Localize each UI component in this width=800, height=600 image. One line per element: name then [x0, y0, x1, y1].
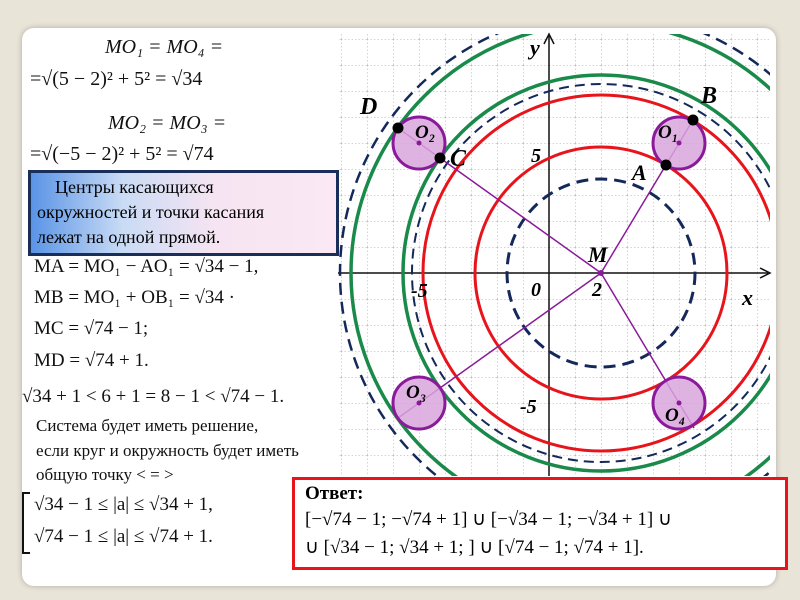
- system-bracket: [22, 492, 30, 554]
- green-circle-outer: [349, 34, 770, 476]
- conclusion-line: Система будет иметь решение,: [36, 416, 259, 435]
- point-m-dot: [598, 270, 604, 276]
- system-line: √34 − 1 ≤ |a| ≤ √34 + 1,: [34, 494, 213, 515]
- point-c-dot: [434, 152, 446, 164]
- y-arrow-icon: [543, 32, 555, 45]
- inequality: √34 + 1 < 6 + 1 = 8 − 1 < √74 − 1.: [22, 386, 285, 407]
- formula-mo1-value: =√(5 − 2)² + 5² = √34: [30, 68, 203, 90]
- distance-mb: MB = MO₁ + OB₁ = √34 ·: [34, 287, 235, 308]
- point-d-label: D: [359, 94, 377, 120]
- red-circle-inner: [473, 145, 729, 401]
- dashed-circle-outer: [338, 34, 770, 476]
- green-circle-inner: [401, 73, 770, 473]
- system-line: √74 − 1 ≤ |a| ≤ √74 + 1.: [34, 526, 213, 547]
- distance-md: MD = √74 + 1.: [34, 350, 149, 371]
- answer-line: ∪ [√34 − 1; √34 + 1; ] ∪ [√74 − 1; √74 +…: [305, 537, 644, 558]
- tick-label-0: 0: [531, 279, 541, 301]
- answer-title: Ответ:: [305, 483, 364, 504]
- red-circle-outer: [421, 93, 770, 453]
- point-b-label: B: [700, 83, 717, 109]
- tick-label-2: 2: [591, 279, 602, 301]
- point-b-dot: [687, 114, 699, 126]
- center-o2-label: O₂: [415, 122, 435, 143]
- formula-mo2-value: =√(−5 − 2)² + 5² = √74: [30, 143, 214, 165]
- conclusion-line: если круг и окружность будет иметь: [36, 441, 299, 460]
- y-axis-label: y: [527, 35, 540, 60]
- point-c-label: C: [450, 146, 467, 172]
- x-axis-label: x: [741, 285, 753, 310]
- center-o3-label: O₃: [406, 382, 426, 403]
- dashed-circle-middle: [411, 83, 770, 463]
- callout-line: окружностей и точки касания: [37, 202, 265, 222]
- callout-line: лежат на одной прямой.: [37, 227, 221, 247]
- callout-line: Центры касающихся: [55, 177, 214, 197]
- x-arrow-icon: [759, 267, 772, 279]
- point-d-dot: [392, 122, 404, 134]
- tick-label-minus5-x: -5: [411, 280, 428, 302]
- conclusion-line: общую точку < = >: [36, 465, 174, 484]
- tick-label-5: 5: [531, 145, 541, 167]
- point-m-label: M: [587, 242, 609, 267]
- point-a-label: A: [630, 160, 647, 185]
- callout-box: Центры касающихся окружностей и точки ка…: [28, 170, 339, 256]
- distance-ma: MA = MO₁ − AO₁ = √34 − 1,: [34, 256, 259, 277]
- center-o4-label: O₄: [665, 405, 685, 426]
- center-o1-label: O₁: [658, 122, 678, 143]
- formula-mo2-header: MO₂ = MO₃ =: [108, 112, 227, 134]
- tick-label-minus5-y: -5: [520, 396, 537, 418]
- point-a-dot: [660, 159, 672, 171]
- dashed-circle-inner: [505, 177, 697, 369]
- formula-mo1-header: MO₁ = MO₄ =: [105, 36, 224, 58]
- answer-line: [−√74 − 1; −√74 + 1] ∪ [−√34 − 1; −√34 +…: [305, 509, 672, 530]
- distance-mc: MC = √74 − 1;: [34, 318, 149, 339]
- answer-box: Ответ: [−√74 − 1; −√74 + 1] ∪ [−√34 − 1;…: [292, 477, 788, 570]
